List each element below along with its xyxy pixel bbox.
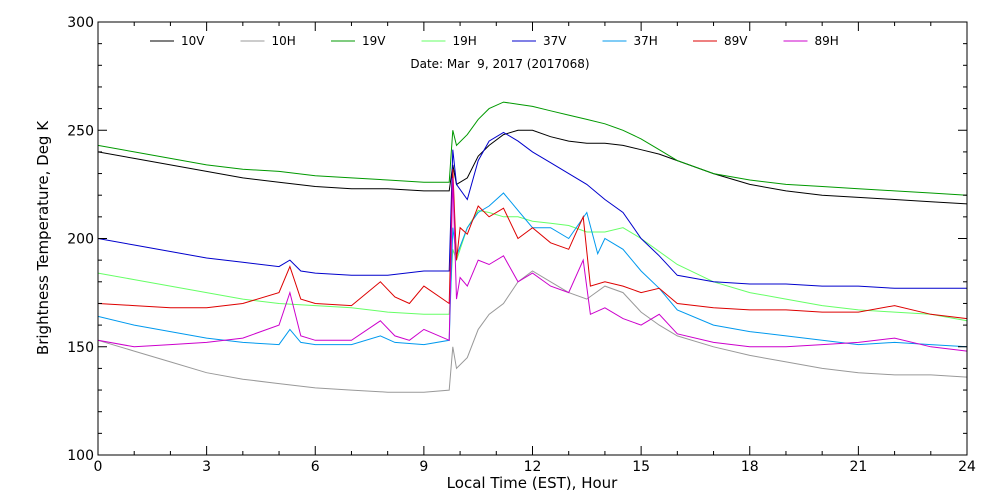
legend-label-19h: 19H — [453, 34, 477, 48]
series-line-19v — [97, 101, 968, 196]
x-tick-label: 15 — [632, 459, 650, 475]
x-tick-label: 9 — [419, 459, 428, 475]
legend-label-89h: 89H — [815, 34, 839, 48]
legend: 10V 10H 19V 19H 37V 37H 89V 89H — [150, 34, 839, 48]
chart-subtitle: Date: Mar 9, 2017 (2017068) — [410, 57, 589, 71]
plot-frame — [97, 21, 968, 456]
x-tick-label: 6 — [311, 459, 320, 475]
series-line-37h — [97, 192, 968, 348]
x-tick-label: 3 — [202, 459, 211, 475]
y-axis-title: Brightness Temperature, Deg K — [34, 120, 52, 355]
series-line-10h — [97, 270, 968, 393]
x-tick-label: 12 — [524, 459, 542, 475]
y-tick-label: 100 — [67, 448, 94, 464]
legend-label-10v: 10V — [181, 34, 205, 48]
series-line-89h — [97, 177, 968, 352]
legend-label-37v: 37V — [543, 34, 567, 48]
series-line-89v — [97, 169, 968, 320]
x-tick-label: 24 — [958, 459, 976, 475]
x-tick-label: 21 — [849, 459, 867, 475]
x-tick-label: 18 — [741, 459, 759, 475]
series-line-19h — [97, 209, 968, 322]
y-tick-label: 150 — [67, 340, 94, 356]
series-layer — [97, 101, 968, 393]
ticks-layer: 0 3 6 9 12 15 18 21 24 100 150 200 250 300 — [67, 15, 976, 475]
legend-label-10h: 10H — [272, 34, 296, 48]
x-axis-title: Local Time (EST), Hour — [447, 474, 618, 492]
legend-label-37h: 37H — [634, 34, 658, 48]
y-tick-label: 300 — [67, 15, 94, 31]
legend-label-19v: 19V — [362, 34, 386, 48]
y-tick-label: 200 — [67, 232, 94, 248]
legend-label-89v: 89V — [724, 34, 748, 48]
y-tick-label: 250 — [67, 123, 94, 139]
x-tick-label: 0 — [94, 459, 103, 475]
series-line-37v — [97, 131, 967, 289]
series-line-10v — [97, 129, 968, 205]
